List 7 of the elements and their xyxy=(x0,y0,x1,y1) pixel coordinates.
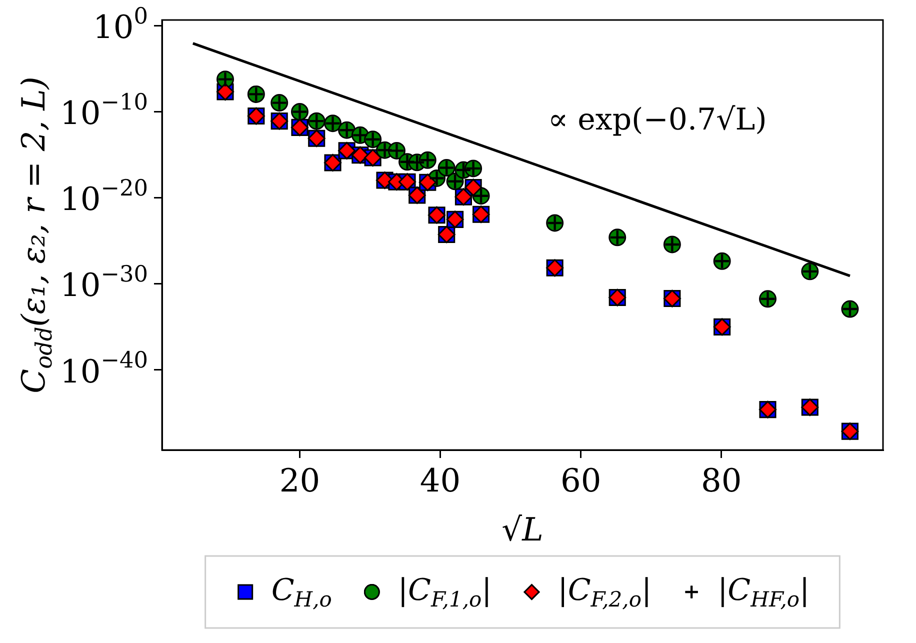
y-axis-title: Codd(ε₁, ε₂, r = 2, L) xyxy=(14,76,58,394)
x-tick-label: 40 xyxy=(420,462,461,500)
x-tick-label: 60 xyxy=(560,462,602,500)
annotation: ∝ exp(−0.7√L) xyxy=(548,102,767,138)
x-tick-label: 80 xyxy=(701,462,742,500)
x-axis-title: √L xyxy=(502,510,544,548)
x-tick-label: 20 xyxy=(279,462,320,500)
